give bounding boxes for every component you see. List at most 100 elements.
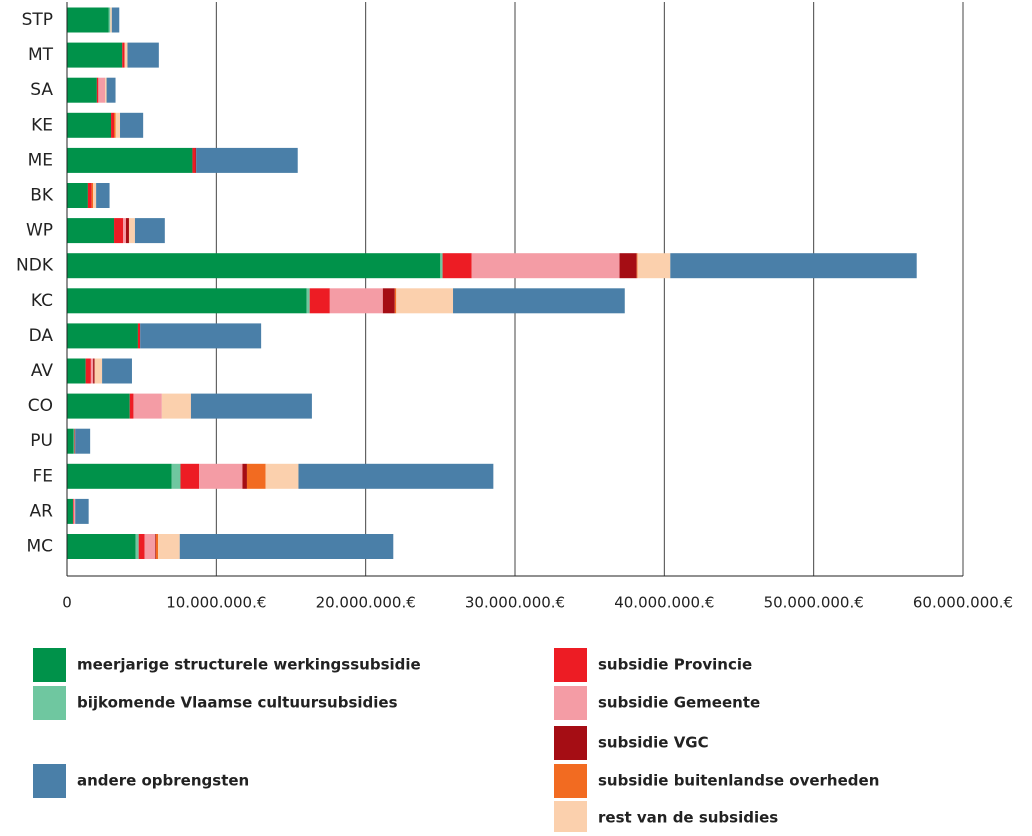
bar-segment: [382, 288, 395, 314]
bar-segment: [74, 428, 76, 454]
y-tick-label: MT: [28, 45, 54, 65]
bar-segment: [106, 77, 116, 103]
bar-segment: [306, 288, 310, 314]
x-tick-label: 0: [62, 594, 72, 612]
bar-segment: [108, 7, 111, 33]
legend-label: subsidie VGC: [598, 734, 709, 752]
y-tick-label: NDK: [16, 256, 54, 276]
bar-segment: [135, 534, 139, 559]
bar-segment: [134, 218, 165, 244]
bar-segment: [67, 358, 86, 384]
bar-segment: [670, 253, 917, 279]
bar-segment: [67, 498, 73, 524]
bar-segment: [94, 358, 103, 384]
y-tick-label: AV: [31, 361, 54, 381]
bar-segment: [67, 428, 74, 454]
bar-segment: [122, 42, 125, 68]
bar-segment: [120, 112, 144, 138]
bar-segment: [124, 42, 128, 68]
bar-segment: [93, 358, 95, 384]
bar-segment: [140, 323, 262, 349]
bar-segment: [67, 42, 123, 68]
x-tick-label: 20.000.000.€: [316, 594, 416, 612]
y-tick-label: AR: [30, 501, 54, 521]
y-tick-label: PU: [30, 431, 53, 451]
bar-segment: [73, 428, 75, 454]
bar-segment: [196, 147, 298, 173]
bar-segment: [158, 534, 180, 559]
bar-segment: [246, 463, 266, 489]
bar-segment: [75, 498, 89, 524]
bar-segment: [67, 218, 115, 244]
bar-segment: [199, 463, 243, 489]
bar-segment: [125, 218, 129, 244]
bar-segment: [171, 463, 181, 489]
bar-segment: [298, 463, 494, 489]
y-tick-label: BK: [30, 186, 54, 206]
bar-segment: [67, 183, 88, 208]
bar-segment: [110, 7, 112, 33]
bar-segment: [111, 7, 120, 33]
bar-segment: [67, 288, 307, 314]
legend-swatch: [554, 648, 587, 682]
bar-segment: [123, 218, 126, 244]
bar-segment: [161, 393, 191, 419]
bar-segment: [138, 534, 145, 559]
y-tick-label: KE: [31, 115, 53, 135]
bar-segment: [114, 112, 116, 138]
bar-segment: [265, 463, 299, 489]
bar-segment: [67, 534, 136, 559]
bar-segment: [67, 112, 112, 138]
bar-segment: [179, 534, 394, 559]
bar-segment: [137, 323, 141, 349]
y-tick-label: KC: [31, 291, 53, 311]
bar-segment: [87, 183, 92, 208]
bar-segment: [96, 183, 110, 208]
legend-swatch: [554, 801, 587, 835]
x-tick-label: 30.000.000.€: [465, 594, 565, 612]
x-tick-label: 60.000.000.€: [913, 594, 1013, 612]
bar-segment: [144, 534, 156, 559]
bar-segment: [73, 498, 76, 524]
bar-segment: [453, 288, 625, 314]
bar-segment: [105, 77, 107, 103]
bar-segment: [115, 112, 121, 138]
legend-label: andere opbrengsten: [77, 772, 249, 790]
bar-segment: [85, 358, 91, 384]
bar-segment: [155, 534, 156, 559]
bar-segment: [637, 253, 671, 279]
y-tick-label: MC: [26, 537, 53, 557]
bar-segment: [114, 218, 123, 244]
x-tick-label: 10.000.000.€: [166, 594, 266, 612]
bar-segment: [396, 288, 454, 314]
bar-segment: [636, 253, 638, 279]
bar-segment: [127, 42, 159, 68]
bar-segment: [180, 463, 200, 489]
bar-segment: [471, 253, 620, 279]
legend-swatch: [554, 764, 587, 798]
bar-segment: [91, 183, 94, 208]
legend-label: meerjarige structurele werkingssubsidie: [77, 656, 421, 674]
bar-segment: [72, 498, 74, 524]
bar-segment: [190, 393, 312, 419]
legend-label: subsidie Provincie: [598, 656, 752, 674]
bar-segment: [67, 77, 97, 103]
y-tick-label: DA: [29, 326, 54, 346]
bar-segment: [75, 428, 91, 454]
bar-segment: [242, 463, 247, 489]
x-tick-label: 50.000.000.€: [764, 594, 864, 612]
bar-segment: [67, 393, 130, 419]
y-tick-label: ME: [28, 150, 53, 170]
legend-label: bijkomende Vlaamse cultuursubsidies: [77, 694, 398, 712]
bar-segment: [67, 463, 172, 489]
bar-segment: [90, 358, 94, 384]
bar-segment: [102, 358, 132, 384]
bar-segment: [442, 253, 472, 279]
bar-segment: [309, 288, 330, 314]
bar-segment: [67, 253, 441, 279]
bar-segment: [111, 112, 115, 138]
bar-segment: [67, 323, 138, 349]
bar-segment: [128, 218, 135, 244]
x-tick-label: 40.000.000.€: [614, 594, 714, 612]
